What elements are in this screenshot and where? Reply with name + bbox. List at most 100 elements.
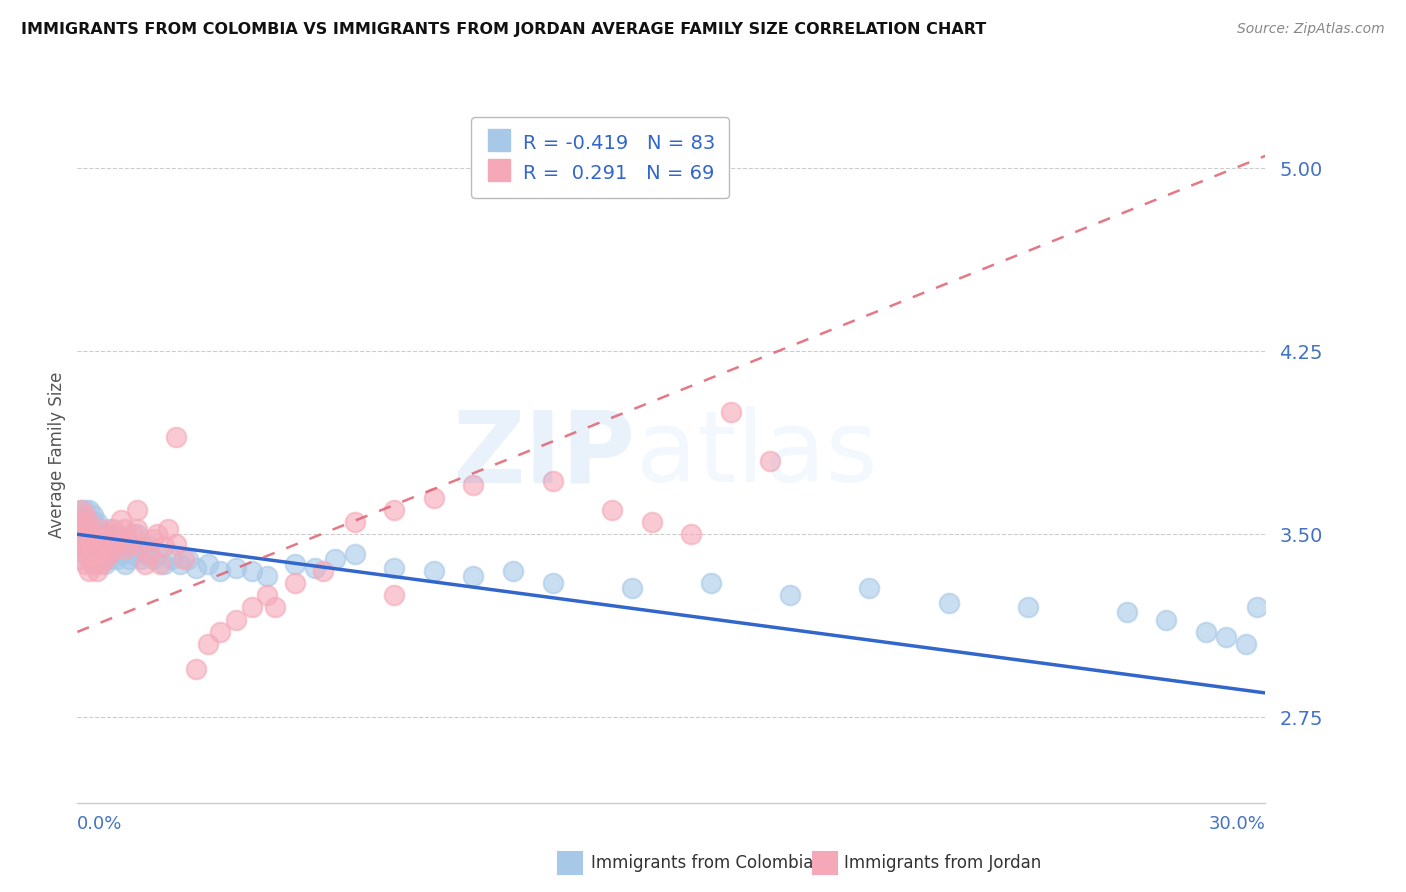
Text: atlas: atlas: [636, 407, 877, 503]
Point: [90, 551, 112, 566]
Point: [225, 561, 247, 575]
Point: [256, 588, 278, 602]
Point: [70, 527, 93, 541]
Point: [240, 564, 263, 578]
Point: [304, 561, 326, 575]
Y-axis label: Average Family Size: Average Family Size: [48, 372, 66, 538]
Point: [82, 541, 104, 556]
Point: [681, 527, 703, 541]
Point: [77, 515, 100, 529]
Point: [463, 478, 485, 492]
Point: [1234, 637, 1257, 651]
Point: [70, 503, 93, 517]
Point: [86, 527, 108, 541]
Point: [70, 527, 93, 541]
Point: [70, 503, 93, 517]
Point: [502, 564, 524, 578]
Point: [1156, 613, 1178, 627]
Point: [118, 537, 141, 551]
Point: [110, 532, 132, 546]
Point: [173, 551, 195, 566]
Point: [382, 588, 405, 602]
Point: [938, 596, 960, 610]
Point: [134, 547, 156, 561]
Point: [90, 540, 112, 554]
Point: [110, 532, 132, 546]
Point: [114, 541, 136, 556]
Text: 0.0%: 0.0%: [77, 815, 122, 833]
Point: [77, 540, 100, 554]
Point: [1195, 624, 1218, 639]
Point: [138, 540, 160, 554]
Point: [77, 527, 100, 541]
Point: [145, 527, 167, 541]
Point: [105, 551, 128, 566]
Point: [105, 527, 128, 541]
Point: [110, 513, 132, 527]
Point: [1215, 630, 1237, 644]
Point: [77, 515, 100, 529]
Point: [284, 557, 307, 571]
Point: [94, 527, 117, 541]
Point: [90, 527, 112, 541]
Point: [98, 527, 121, 541]
Text: ZIP: ZIP: [453, 407, 636, 503]
Point: [145, 547, 167, 561]
Text: Immigrants from Colombia: Immigrants from Colombia: [591, 855, 813, 872]
Point: [284, 576, 307, 591]
Point: [138, 547, 160, 561]
Point: [177, 551, 200, 566]
Point: [70, 551, 93, 566]
Point: [75, 557, 97, 571]
Point: [323, 551, 346, 566]
Point: [165, 537, 187, 551]
Point: [197, 637, 219, 651]
Point: [98, 551, 121, 566]
Point: [75, 508, 97, 522]
Legend: R = -0.419   N = 83, R =  0.291   N = 69: R = -0.419 N = 83, R = 0.291 N = 69: [471, 117, 730, 198]
Point: [125, 527, 148, 541]
Point: [90, 522, 112, 536]
Point: [70, 515, 93, 529]
Point: [101, 532, 124, 546]
Point: [142, 532, 165, 546]
Point: [105, 540, 128, 554]
Point: [76, 532, 98, 546]
Point: [541, 576, 564, 591]
Point: [75, 515, 97, 529]
Point: [165, 429, 187, 443]
Point: [779, 588, 801, 602]
Point: [86, 532, 108, 546]
Point: [423, 564, 446, 578]
Point: [114, 557, 136, 571]
Point: [264, 600, 287, 615]
Point: [86, 515, 108, 529]
Point: [759, 454, 782, 468]
Point: [129, 540, 152, 554]
Point: [121, 547, 143, 561]
Point: [700, 576, 723, 591]
Point: [98, 522, 121, 536]
Point: [82, 557, 104, 571]
Point: [77, 547, 100, 561]
Point: [101, 547, 124, 561]
Point: [153, 557, 176, 571]
Point: [197, 557, 219, 571]
Point: [82, 527, 104, 541]
Point: [82, 515, 104, 529]
Point: [118, 551, 141, 566]
Point: [1246, 600, 1268, 615]
Point: [77, 503, 100, 517]
Text: Immigrants from Jordan: Immigrants from Jordan: [844, 855, 1040, 872]
Point: [858, 581, 880, 595]
Point: [600, 503, 623, 517]
Point: [94, 532, 117, 546]
Point: [157, 522, 180, 536]
Text: 30.0%: 30.0%: [1209, 815, 1265, 833]
Point: [94, 551, 117, 566]
Point: [86, 547, 108, 561]
Point: [312, 564, 335, 578]
Point: [620, 581, 643, 595]
Point: [75, 547, 97, 561]
Point: [343, 547, 366, 561]
